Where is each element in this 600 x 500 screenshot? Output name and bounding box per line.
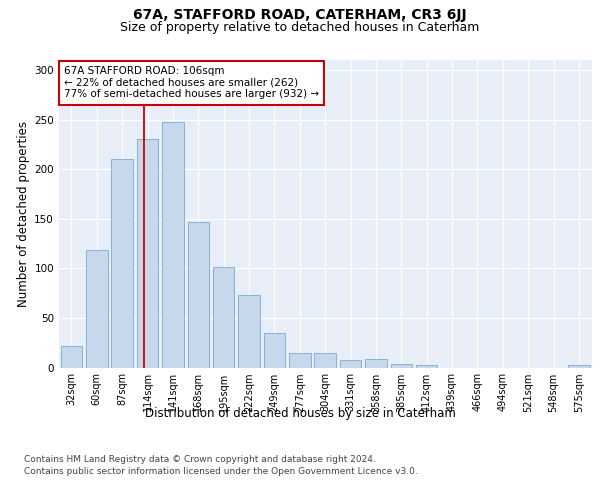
Bar xyxy=(416,364,437,368)
Bar xyxy=(263,333,285,368)
Text: 67A STAFFORD ROAD: 106sqm
← 22% of detached houses are smaller (262)
77% of semi: 67A STAFFORD ROAD: 106sqm ← 22% of detac… xyxy=(64,66,319,100)
Bar xyxy=(340,360,361,368)
Text: 67A, STAFFORD ROAD, CATERHAM, CR3 6JJ: 67A, STAFFORD ROAD, CATERHAM, CR3 6JJ xyxy=(133,8,467,22)
Text: Contains HM Land Registry data © Crown copyright and database right 2024.: Contains HM Land Registry data © Crown c… xyxy=(24,455,376,464)
Bar xyxy=(137,140,158,368)
Bar xyxy=(238,295,260,368)
Bar xyxy=(568,364,590,368)
Bar xyxy=(86,250,107,368)
Bar xyxy=(289,352,311,368)
Text: Size of property relative to detached houses in Caterham: Size of property relative to detached ho… xyxy=(121,21,479,34)
Bar xyxy=(314,352,336,368)
Bar xyxy=(213,268,235,368)
Y-axis label: Number of detached properties: Number of detached properties xyxy=(17,120,30,306)
Bar xyxy=(112,159,133,368)
Bar xyxy=(61,346,82,368)
Bar xyxy=(391,364,412,368)
Bar xyxy=(365,358,387,368)
Bar xyxy=(188,222,209,368)
Text: Distribution of detached houses by size in Caterham: Distribution of detached houses by size … xyxy=(145,408,455,420)
Bar xyxy=(162,122,184,368)
Text: Contains public sector information licensed under the Open Government Licence v3: Contains public sector information licen… xyxy=(24,468,418,476)
